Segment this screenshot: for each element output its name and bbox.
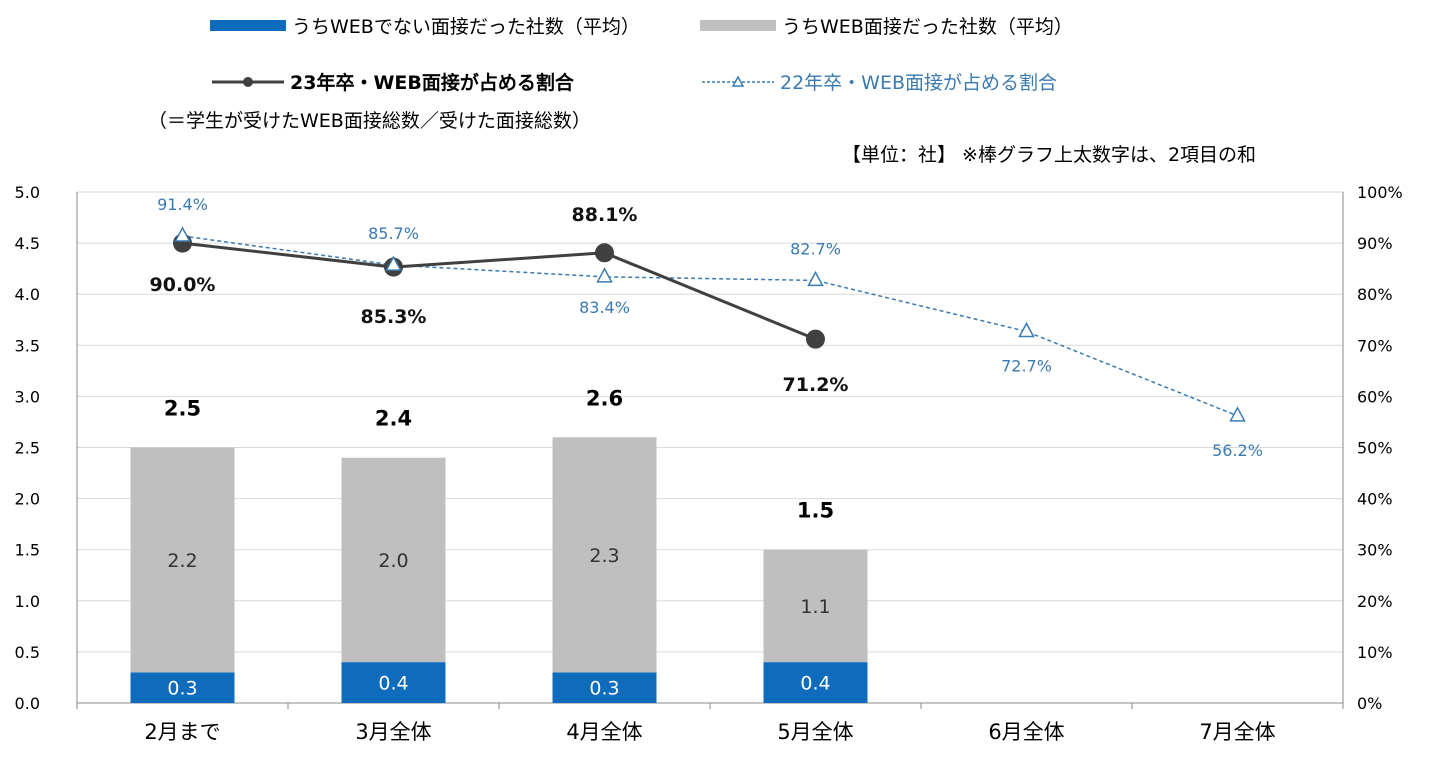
- line-22-label: 82.7%: [790, 239, 841, 258]
- line-23-label: 85.3%: [361, 306, 427, 328]
- line-22-point: [807, 270, 824, 287]
- line-23: [182, 241, 817, 341]
- line-22-label: 85.7%: [368, 224, 419, 243]
- lines: [173, 226, 1246, 422]
- y-right-tick-label: 50%: [1357, 439, 1393, 458]
- legend-item-web: うちWEB面接だった社数（平均）: [700, 12, 1073, 39]
- y-right-tick-label: 80%: [1357, 285, 1393, 304]
- y-right-tick-label: 70%: [1357, 336, 1393, 355]
- legend-label-line23: 23年卒・WEB面接が占める割合: [290, 72, 574, 94]
- legend-item-non-web: うちWEBでない面接だった社数（平均）: [210, 12, 640, 39]
- legend-line23-note: （＝学生が受けたWEB面接総数／受けた面接総数）: [148, 110, 591, 132]
- line-22-point: [174, 226, 191, 242]
- y-left-tick-label: 0.5: [15, 643, 40, 662]
- line-22-point: [596, 267, 613, 283]
- legend-item-line23: 23年卒・WEB面接が占める割合: [210, 68, 574, 95]
- y-right-tick-label: 10%: [1357, 643, 1393, 662]
- x-tick-label: 2月まで: [144, 720, 220, 744]
- grid: [77, 191, 1343, 653]
- y-left-tick-label: 2.0: [15, 490, 40, 509]
- bar-label-non-web: 0.3: [167, 678, 197, 700]
- line-22-point: [1229, 406, 1246, 422]
- x-tick-label: 5月全体: [777, 720, 853, 744]
- bar-label-non-web: 0.4: [378, 673, 408, 695]
- labels: 0.3 2.2 2.5 0.4 2.0 2.4 0.3 2.3 2.6 0.4 1.1 1.5 91.4…: [150, 195, 1263, 700]
- bar-label-non-web: 0.3: [589, 678, 619, 700]
- y-left-tick-label: 3.0: [15, 387, 40, 406]
- line-22-label: 56.2%: [1212, 441, 1263, 460]
- bar-label-web: 2.2: [167, 550, 197, 572]
- bar-label-web: 2.0: [378, 550, 408, 572]
- bar-total-label: 1.5: [797, 499, 834, 523]
- line-22-label: 72.7%: [1001, 357, 1052, 376]
- line-22-point: [1018, 321, 1035, 338]
- line-23-point: [806, 329, 825, 349]
- x-tick-label: 6月全体: [988, 720, 1064, 744]
- y-left-tick-label: 3.5: [15, 336, 40, 355]
- x-tick-label: 3月全体: [355, 720, 431, 744]
- legend-label-line22: 22年卒・WEB面接が占める割合: [780, 72, 1058, 94]
- bar-web: [763, 549, 868, 663]
- bar-non-web: [552, 672, 657, 703]
- y-left-tick-label: 1.0: [15, 592, 40, 611]
- y-right-tick-label: 40%: [1357, 490, 1393, 509]
- legend-swatch-non-web: [210, 20, 286, 31]
- y-right-tick-label: 30%: [1357, 541, 1393, 560]
- bar-non-web: [341, 662, 446, 703]
- bar-label-web: 2.3: [589, 545, 619, 567]
- bar-total-label: 2.6: [586, 386, 623, 410]
- y-left-tick-label: 4.5: [15, 234, 40, 253]
- bar-non-web: [763, 662, 868, 703]
- y-right-tick-label: 0%: [1357, 694, 1382, 713]
- axes: 0.0 0.5 1.0 1.5 2.0 2.5 3.0 3.5 4.0 4.5 5.0 0% 10% 20…: [15, 183, 1403, 744]
- y-left-tick-label: 4.0: [15, 285, 40, 304]
- bar-non-web: [130, 672, 235, 703]
- line-22: [182, 235, 1238, 417]
- legend-swatch-web: [700, 20, 776, 31]
- bar-label-non-web: 0.4: [800, 673, 830, 695]
- legend-swatch-line22: [702, 74, 774, 87]
- line-23-label: 71.2%: [783, 374, 849, 396]
- line-22-label: 83.4%: [579, 298, 630, 317]
- line-23-label: 90.0%: [150, 274, 216, 296]
- bar-total-label: 2.5: [164, 397, 201, 421]
- y-right-tick-label: 60%: [1357, 387, 1393, 406]
- y-right-tick-label: 90%: [1357, 234, 1393, 253]
- line-23-label: 88.1%: [572, 204, 638, 226]
- bars: [130, 437, 868, 703]
- line-22-point: [385, 255, 402, 271]
- bar-web: [130, 447, 235, 673]
- legend-item-line22: 22年卒・WEB面接が占める割合: [700, 68, 1057, 95]
- y-left-tick-label: 5.0: [15, 183, 40, 202]
- unit-note: 【単位：社】 ※棒グラフ上太数字は、2項目の和: [842, 144, 1257, 166]
- bar-web: [552, 437, 657, 673]
- legend-label-web: うちWEB面接だった社数（平均）: [782, 16, 1073, 38]
- bar-web: [341, 457, 446, 663]
- legend-swatch-line23: [212, 76, 284, 87]
- y-right-tick-label: 100%: [1357, 183, 1403, 202]
- y-left-tick-label: 0.0: [15, 694, 40, 713]
- y-right-tick-label: 20%: [1357, 592, 1393, 611]
- y-left-tick-label: 1.5: [15, 541, 40, 560]
- x-tick-label: 7月全体: [1199, 720, 1275, 744]
- bar-total-label: 2.4: [375, 407, 412, 431]
- y-left-tick-label: 2.5: [15, 439, 40, 458]
- line-23-point: [595, 243, 614, 263]
- bar-label-web: 1.1: [800, 596, 830, 618]
- line-22-label: 91.4%: [157, 195, 208, 214]
- legend-label-non-web: うちWEBでない面接だった社数（平均）: [292, 16, 640, 38]
- x-tick-label: 4月全体: [566, 720, 642, 744]
